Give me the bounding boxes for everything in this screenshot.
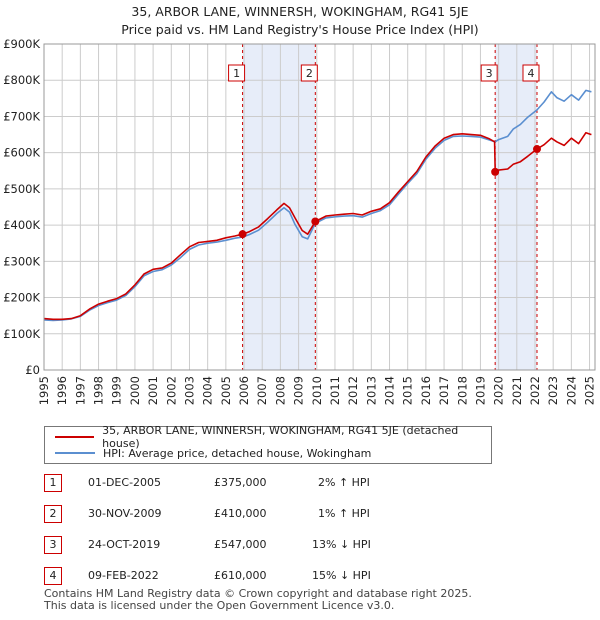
table-row: 4 09-FEB-2022 £610,000 15% ↓ HPI (44, 567, 444, 585)
y-tick-label: £300K (3, 254, 40, 268)
sale-point (238, 230, 247, 239)
sale-number-badge: 3 (44, 536, 62, 554)
chart-subtitle: Price paid vs. HM Land Registry's House … (121, 22, 479, 37)
sale-point (491, 167, 500, 176)
chart-title: 35, ARBOR LANE, WINNERSH, WOKINGHAM, RG4… (131, 4, 469, 19)
x-tick-label: 2017 (437, 376, 451, 405)
sale-label-box (300, 64, 318, 82)
sale-number-badge: 2 (44, 505, 62, 523)
x-tick-label: 2010 (310, 376, 324, 405)
sale-point (311, 217, 320, 226)
y-tick-label: £200K (3, 291, 40, 305)
price-chart: £0 £100K £200K £300K £400K £500K £600K £700K £80… (3, 37, 597, 405)
legend-item-hpi: HPI: Average price, detached house, Woki… (55, 445, 371, 461)
legend-label-hpi: HPI: Average price, detached house, Woki… (103, 446, 372, 460)
x-tick-label: 2020 (492, 376, 506, 405)
footer: Contains HM Land Registry data © Crown c… (44, 588, 472, 612)
sale-price: £547,000 (214, 538, 267, 551)
sale-label-box (522, 64, 540, 82)
sale-delta: 2% ↑ HPI (318, 476, 370, 489)
sale-date: 01-DEC-2005 (88, 476, 162, 489)
property-price-line (43, 131, 592, 321)
x-tick-label: 2019 (473, 376, 487, 405)
y-tick-label: £600K (3, 146, 40, 160)
x-tick-label: 1999 (110, 376, 124, 405)
sale-label-box (480, 64, 498, 82)
legend-swatch-property (55, 436, 95, 438)
plot-frame (43, 43, 596, 371)
y-tick-label: £900K (3, 37, 40, 51)
table-row: 1 01-DEC-2005 £375,000 2% ↑ HPI (44, 474, 444, 492)
hpi-line (43, 89, 592, 322)
legend-swatch-hpi (55, 452, 95, 454)
x-tick-label: 2011 (328, 376, 342, 405)
y-tick-label: £400K (3, 218, 40, 232)
x-tick-label: 1996 (55, 376, 69, 405)
sale-date: 30-NOV-2009 (88, 507, 162, 520)
x-tick-label: 2009 (292, 376, 306, 405)
copyright-text: Contains HM Land Registry data © Crown c… (44, 587, 472, 600)
x-tick-label: 2021 (510, 376, 524, 405)
sale-number-badge: 1 (44, 474, 62, 492)
sale-point (532, 145, 541, 154)
x-tick-label: 2004 (201, 376, 215, 405)
x-tick-label: 2014 (383, 376, 397, 405)
x-tick-label: 2024 (564, 376, 578, 405)
x-tick-label: 2006 (237, 376, 251, 405)
legend: 35, ARBOR LANE, WINNERSH, WOKINGHAM, RG4… (44, 424, 492, 464)
y-tick-label: £500K (3, 182, 40, 196)
sale-date: 09-FEB-2022 (88, 569, 159, 582)
y-tick-label: £800K (3, 73, 40, 87)
x-tick-label: 1998 (92, 376, 106, 405)
sale-price: £610,000 (214, 569, 267, 582)
x-tick-label: 2002 (164, 376, 178, 405)
x-tick-label: 2015 (401, 376, 415, 405)
licence-text: This data is licensed under the Open Gov… (44, 599, 395, 612)
x-tick-label: 2022 (528, 376, 542, 405)
x-tick-label: 2000 (128, 376, 142, 405)
sale-delta: 13% ↓ HPI (312, 538, 371, 551)
sale-label-number: 2 (306, 67, 313, 80)
x-tick-label: 2008 (273, 376, 287, 405)
table-row: 2 30-NOV-2009 £410,000 1% ↑ HPI (44, 505, 444, 523)
y-tick-label: £0 (25, 363, 40, 377)
x-tick-label: 1995 (37, 376, 51, 405)
sale-date: 24-OCT-2019 (88, 538, 161, 551)
x-tick-label: 2003 (182, 376, 196, 405)
x-tick-label: 2005 (219, 376, 233, 405)
x-tick-label: 2012 (346, 376, 360, 405)
y-tick-label: £100K (3, 327, 40, 341)
sale-label-number: 1 (233, 67, 240, 80)
shaded-period (495, 44, 537, 370)
x-tick-label: 2007 (255, 376, 269, 405)
x-tick-label: 2023 (546, 376, 560, 405)
legend-item-property: 35, ARBOR LANE, WINNERSH, WOKINGHAM, RG4… (55, 424, 491, 450)
x-tick-label: 2013 (364, 376, 378, 405)
sale-label-number: 3 (486, 67, 493, 80)
x-tick-label: 2018 (455, 376, 469, 405)
legend-label-property: 35, ARBOR LANE, WINNERSH, WOKINGHAM, RG4… (102, 424, 459, 450)
sale-label-box (228, 64, 246, 82)
sale-delta: 15% ↓ HPI (312, 569, 371, 582)
table-row: 3 24-OCT-2019 £547,000 13% ↓ HPI (44, 536, 444, 554)
x-tick-label: 2025 (583, 376, 597, 405)
sale-price: £375,000 (214, 476, 267, 489)
sale-delta: 1% ↑ HPI (318, 507, 370, 520)
y-tick-label: £700K (3, 109, 40, 123)
x-tick-label: 2016 (419, 376, 433, 405)
x-tick-label: 2001 (146, 376, 160, 405)
sale-price: £410,000 (214, 507, 267, 520)
x-tick-label: 1997 (73, 376, 87, 405)
sale-number-badge: 4 (44, 567, 62, 585)
sale-label-number: 4 (527, 67, 534, 80)
